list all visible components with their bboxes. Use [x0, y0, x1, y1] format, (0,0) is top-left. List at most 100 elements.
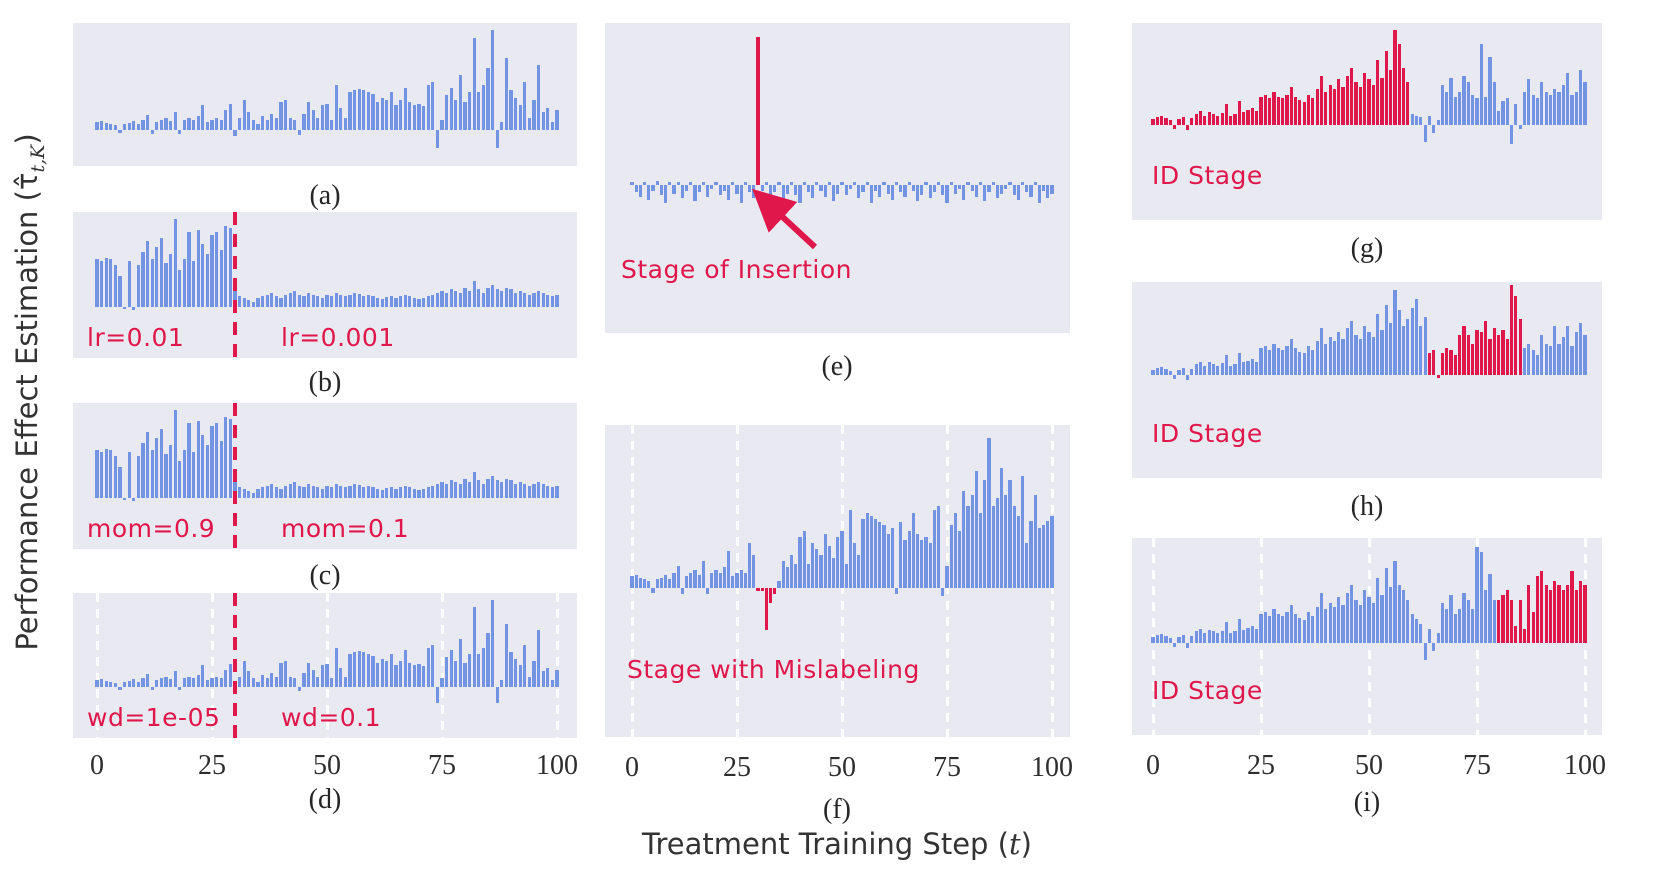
bar [1449, 595, 1453, 643]
bar [1190, 368, 1194, 375]
bar [1042, 525, 1046, 588]
bar [191, 452, 196, 498]
bar [265, 294, 269, 307]
caption-panel-h: (h) [1350, 491, 1384, 522]
bar [145, 432, 150, 498]
bar [1160, 634, 1164, 643]
bar [1164, 636, 1168, 643]
bar [1583, 334, 1587, 375]
bar [865, 182, 869, 185]
bar [760, 185, 764, 191]
bar [1033, 495, 1037, 588]
bar [739, 570, 743, 588]
bar [164, 454, 168, 498]
bar [403, 88, 407, 130]
bar [1289, 87, 1293, 125]
bar [769, 588, 773, 603]
bar [182, 678, 187, 687]
bar [890, 528, 894, 588]
bar [1350, 585, 1354, 643]
bar [1484, 321, 1488, 375]
bar [1453, 355, 1457, 375]
bar [1332, 340, 1337, 375]
bar [458, 75, 463, 130]
bar [247, 299, 251, 307]
bar [1319, 75, 1324, 125]
bar [844, 564, 848, 588]
bar [1000, 468, 1004, 588]
bar [886, 185, 890, 194]
bar [132, 121, 136, 130]
bar [1198, 110, 1203, 125]
bar [320, 105, 325, 130]
bar [205, 680, 210, 687]
bar [995, 498, 999, 588]
bar [643, 579, 647, 588]
bar [196, 674, 200, 687]
bar [1324, 343, 1328, 375]
bar [811, 543, 815, 588]
bar [164, 263, 168, 307]
bar [764, 588, 768, 630]
bar [1311, 98, 1315, 125]
bar [541, 671, 545, 687]
bar [1384, 50, 1388, 125]
bar [1557, 91, 1561, 125]
bar [527, 676, 532, 687]
bar [1401, 68, 1406, 125]
bar [145, 241, 150, 307]
bar [219, 440, 223, 498]
bar [823, 185, 827, 197]
bar [500, 680, 504, 687]
bar [819, 185, 823, 191]
bar [1203, 633, 1207, 643]
bar [1008, 480, 1012, 588]
bar [1190, 118, 1194, 125]
bar [991, 182, 995, 185]
bar [550, 680, 555, 687]
bar [832, 558, 836, 588]
bar [329, 120, 334, 130]
bar [1012, 185, 1016, 196]
bar [99, 121, 104, 130]
bar [685, 185, 689, 191]
bar [113, 125, 118, 130]
bar [1155, 117, 1159, 125]
bar [532, 483, 536, 498]
bar [1518, 319, 1522, 375]
x-tick-label: 75 [1463, 750, 1491, 781]
bar [316, 296, 320, 307]
bar [173, 410, 177, 498]
bar [339, 667, 343, 687]
bar [773, 588, 777, 594]
bar [182, 449, 187, 498]
bar [168, 121, 173, 130]
bar [1025, 543, 1029, 588]
bar [274, 487, 279, 498]
x-axis-label-text: Treatment Training Step ( [642, 827, 1009, 861]
bar [173, 112, 177, 130]
x-axis-label-close: ) [1020, 827, 1032, 861]
bar [283, 485, 288, 498]
bar [362, 652, 366, 687]
bar [878, 185, 882, 197]
bar [932, 510, 936, 588]
bar [191, 678, 196, 687]
bar [1198, 628, 1203, 643]
x-tick-label: 100 [536, 750, 578, 781]
bar [389, 653, 394, 687]
bar [1488, 56, 1492, 125]
bar [1492, 599, 1496, 643]
bar [1380, 77, 1384, 125]
bar [343, 487, 348, 498]
bar [150, 687, 154, 691]
bar [1276, 96, 1280, 125]
bar [412, 665, 417, 687]
bar [316, 118, 320, 130]
bar [343, 296, 348, 307]
bar [1406, 599, 1410, 643]
bar [463, 478, 467, 498]
bar [878, 522, 882, 588]
bar [1211, 631, 1216, 643]
bar [1436, 375, 1440, 378]
